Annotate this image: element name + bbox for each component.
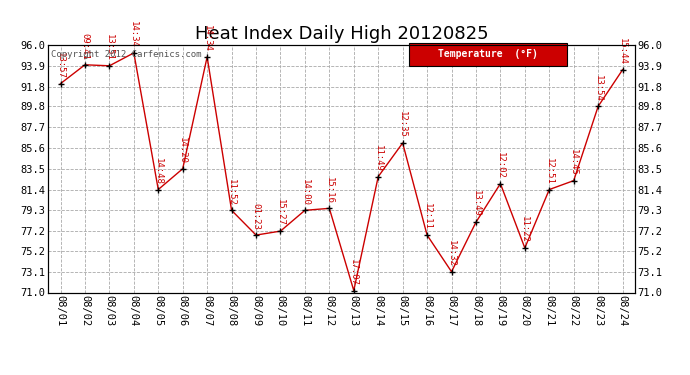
Text: 13:57: 13:57 [56,52,65,79]
Text: 14:34: 14:34 [203,25,212,52]
Text: 01:23: 01:23 [252,203,261,230]
Text: 14:48: 14:48 [154,158,163,184]
FancyBboxPatch shape [409,42,567,66]
Text: 09:41: 09:41 [81,33,90,60]
Text: 11:52: 11:52 [227,178,236,206]
Text: 13:51: 13:51 [105,34,114,61]
Text: 17:07: 17:07 [349,259,358,286]
Text: 14:20: 14:20 [178,137,187,164]
Text: 15:44: 15:44 [618,38,627,65]
Title: Heat Index Daily High 20120825: Heat Index Daily High 20120825 [195,26,489,44]
Text: 15:27: 15:27 [276,199,285,226]
Text: 12:11: 12:11 [422,203,431,230]
Text: Copyright 2012 Carfenics.com: Copyright 2012 Carfenics.com [51,50,201,59]
Text: 14:00: 14:00 [300,178,309,206]
Text: 13:54: 13:54 [593,75,602,101]
Text: Temperature  (°F): Temperature (°F) [438,49,538,59]
Text: 14:45: 14:45 [569,149,578,176]
Text: 12:51: 12:51 [545,158,554,184]
Text: 11:49: 11:49 [374,145,383,172]
Text: 13:49: 13:49 [471,190,480,217]
Text: 15:16: 15:16 [325,177,334,203]
Text: 12:02: 12:02 [496,152,505,178]
Text: 11:22: 11:22 [520,216,529,243]
Text: 14:34: 14:34 [129,21,138,48]
Text: 14:32: 14:32 [447,240,456,267]
Text: 12:35: 12:35 [398,111,407,138]
